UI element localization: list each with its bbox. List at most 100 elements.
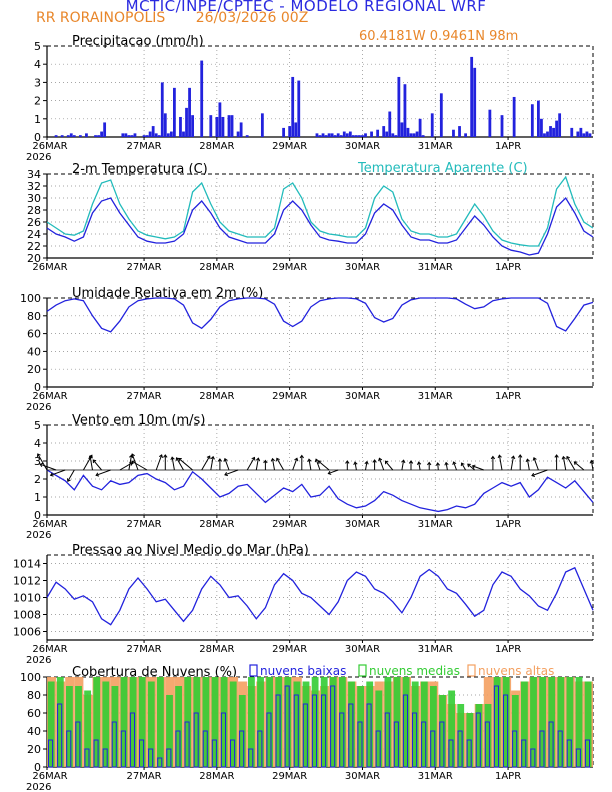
precip-bar <box>415 131 419 137</box>
x-tick-label: 26MAR <box>32 519 67 530</box>
wind-vector-head <box>452 461 457 466</box>
y-tick-label: 100 <box>20 292 41 305</box>
station-location: 60.4181W 0.9461N 98m <box>359 29 519 44</box>
precip-bar <box>355 135 358 137</box>
wind-vector <box>224 469 239 476</box>
wind-vector <box>171 457 175 471</box>
cloud-bar-nuvens-baixas <box>375 730 381 768</box>
cloud-bar-nuvens-baixas <box>475 712 481 768</box>
cloud-bar-nuvens-medias <box>475 704 483 767</box>
precip-bar <box>100 131 103 137</box>
x-tick-label: 27MAR <box>126 391 161 402</box>
wind-vector <box>37 453 48 471</box>
wind-vector-head <box>531 472 536 477</box>
precip-bar <box>188 87 191 137</box>
cloud-bar-nuvens-medias <box>311 677 319 767</box>
precip-bar <box>133 133 137 137</box>
cloud-bar-nuvens-baixas <box>384 712 390 768</box>
cloud-bar-nuvens-medias <box>284 677 292 767</box>
wind-vector-head <box>497 454 502 459</box>
precip-bar <box>418 118 422 137</box>
precip-bar <box>588 133 592 137</box>
y-tick-label: 1 <box>34 491 41 504</box>
x-tick-label: 26MAR <box>32 141 67 152</box>
cloud-bar-nuvens-medias <box>384 677 392 767</box>
wind-vector <box>131 453 139 471</box>
cloud-bar-nuvens-medias <box>339 677 346 767</box>
precip-bar <box>124 133 128 137</box>
wind-vector <box>574 461 585 471</box>
cloud-bar-nuvens-baixas <box>157 757 163 768</box>
y-tick-label: 1008 <box>13 609 41 622</box>
cloud-bar-nuvens-medias <box>430 686 437 767</box>
precip-bar <box>470 56 474 137</box>
y-tick-label: 0 <box>34 761 41 774</box>
y-tick-label: 60 <box>27 328 41 341</box>
precip-bar <box>121 133 125 137</box>
precip-bar <box>154 133 158 137</box>
cloud-bar-nuvens-baixas <box>266 712 272 768</box>
wind-vector <box>590 460 594 471</box>
wind-vector-head <box>554 454 559 458</box>
precip-bar <box>370 131 373 137</box>
wind-vector <box>472 465 484 471</box>
cloud-bar-nuvens-medias <box>229 681 237 767</box>
precip-bar <box>582 133 586 137</box>
precip-bar <box>552 127 555 137</box>
precip-bar <box>148 131 152 137</box>
cloud-bar-nuvens-medias <box>566 677 574 767</box>
x-tick-label: 28MAR <box>199 519 234 530</box>
cloud-legend-swatch <box>249 664 258 677</box>
cloud-bar-nuvens-baixas <box>57 703 63 768</box>
wind-vector <box>378 458 385 471</box>
cloud-bar-nuvens-medias <box>47 681 55 767</box>
x-tick-label: 28MAR <box>199 644 234 655</box>
cloud-bar-nuvens-baixas <box>402 694 408 768</box>
x-tick-label: 31MAR <box>418 262 453 273</box>
cloud-bar-nuvens-medias <box>293 681 301 767</box>
precip-bar <box>512 96 516 137</box>
precip-bar <box>142 135 146 137</box>
x-tick-label: 1APR <box>495 644 521 655</box>
precip-bar <box>348 131 352 137</box>
wind-vector <box>354 462 357 471</box>
precip-bar <box>288 126 292 137</box>
x-tick-label: 30MAR <box>345 141 380 152</box>
precip-bar <box>245 135 249 137</box>
wind-vector <box>445 462 448 471</box>
wind-vector <box>178 458 193 471</box>
wind-vector-head <box>401 459 406 464</box>
wind-vector-head <box>384 460 389 465</box>
y-tick-label: 3 <box>34 455 41 468</box>
x-tick-label: 1APR <box>495 262 521 273</box>
cloud-bar-nuvens-medias <box>329 677 337 767</box>
cloud-bar-nuvens-baixas <box>139 739 145 768</box>
panel-title: 2-m Temperatura (C) <box>72 162 208 177</box>
cloud-bar-nuvens-medias <box>539 677 547 767</box>
precip-bar <box>260 113 264 137</box>
cloud-bar-nuvens-medias <box>575 677 583 767</box>
wind-vector-head <box>92 459 97 464</box>
cloud-bar-nuvens-baixas <box>430 730 436 768</box>
wind-vector-head <box>299 454 304 459</box>
wind-vector-head <box>36 453 41 458</box>
wind-vector-head <box>561 455 566 460</box>
cloud-bar-nuvens-medias <box>357 686 365 767</box>
precip-bar <box>127 135 131 137</box>
wind-vector <box>224 458 230 471</box>
cloud-bar-nuvens-medias <box>220 677 228 767</box>
y-tick-label: 3 <box>34 76 41 89</box>
wind-vector <box>562 456 567 471</box>
wind-vector <box>39 463 57 471</box>
cloud-bar-nuvens-baixas <box>457 730 463 768</box>
precip-bar <box>342 131 346 137</box>
precip-bar <box>185 107 188 137</box>
precip-bar <box>394 135 398 137</box>
precip-bar <box>327 133 331 137</box>
panel-humidity: 0 20 40 60 80 100 26MAR 27MAR 28MAR 29MAR 30MAR 31M… <box>20 286 594 413</box>
wind-vector-head <box>467 463 471 468</box>
precip-bar <box>97 135 100 137</box>
precip-bar <box>543 133 546 137</box>
precip-bar <box>579 127 583 137</box>
wind-vector <box>210 456 214 471</box>
